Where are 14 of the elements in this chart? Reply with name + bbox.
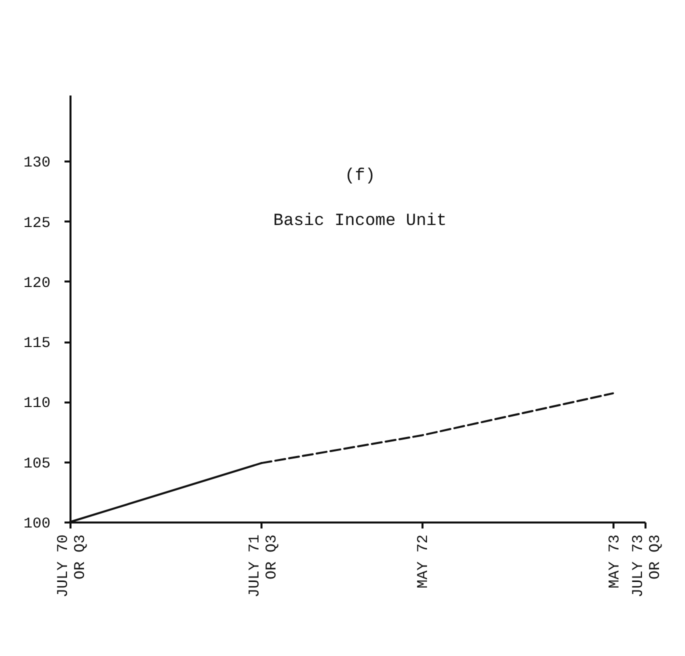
- x-tick-label: JULY 71 OR Q3: [246, 534, 280, 598]
- text: (f): [344, 167, 376, 186]
- y-tick-label: 100: [23, 516, 50, 532]
- y-tick-label: 125: [23, 214, 50, 232]
- y-tick-label: 115: [23, 335, 50, 352]
- y-tick-label: 110: [23, 395, 50, 412]
- y-tick-label: 105: [23, 455, 50, 472]
- y-tick-label: 120: [23, 274, 50, 292]
- text: Basic Income Unit: [273, 212, 447, 231]
- x-tick-label: JULY 73 OR Q3: [630, 534, 664, 598]
- y-tick-label: 130: [23, 154, 50, 172]
- x-tick-label: MAY 73: [606, 534, 624, 589]
- x-tick-label: JULY 70 OR Q3: [55, 534, 89, 598]
- x-tick-label: MAY 72: [415, 534, 432, 589]
